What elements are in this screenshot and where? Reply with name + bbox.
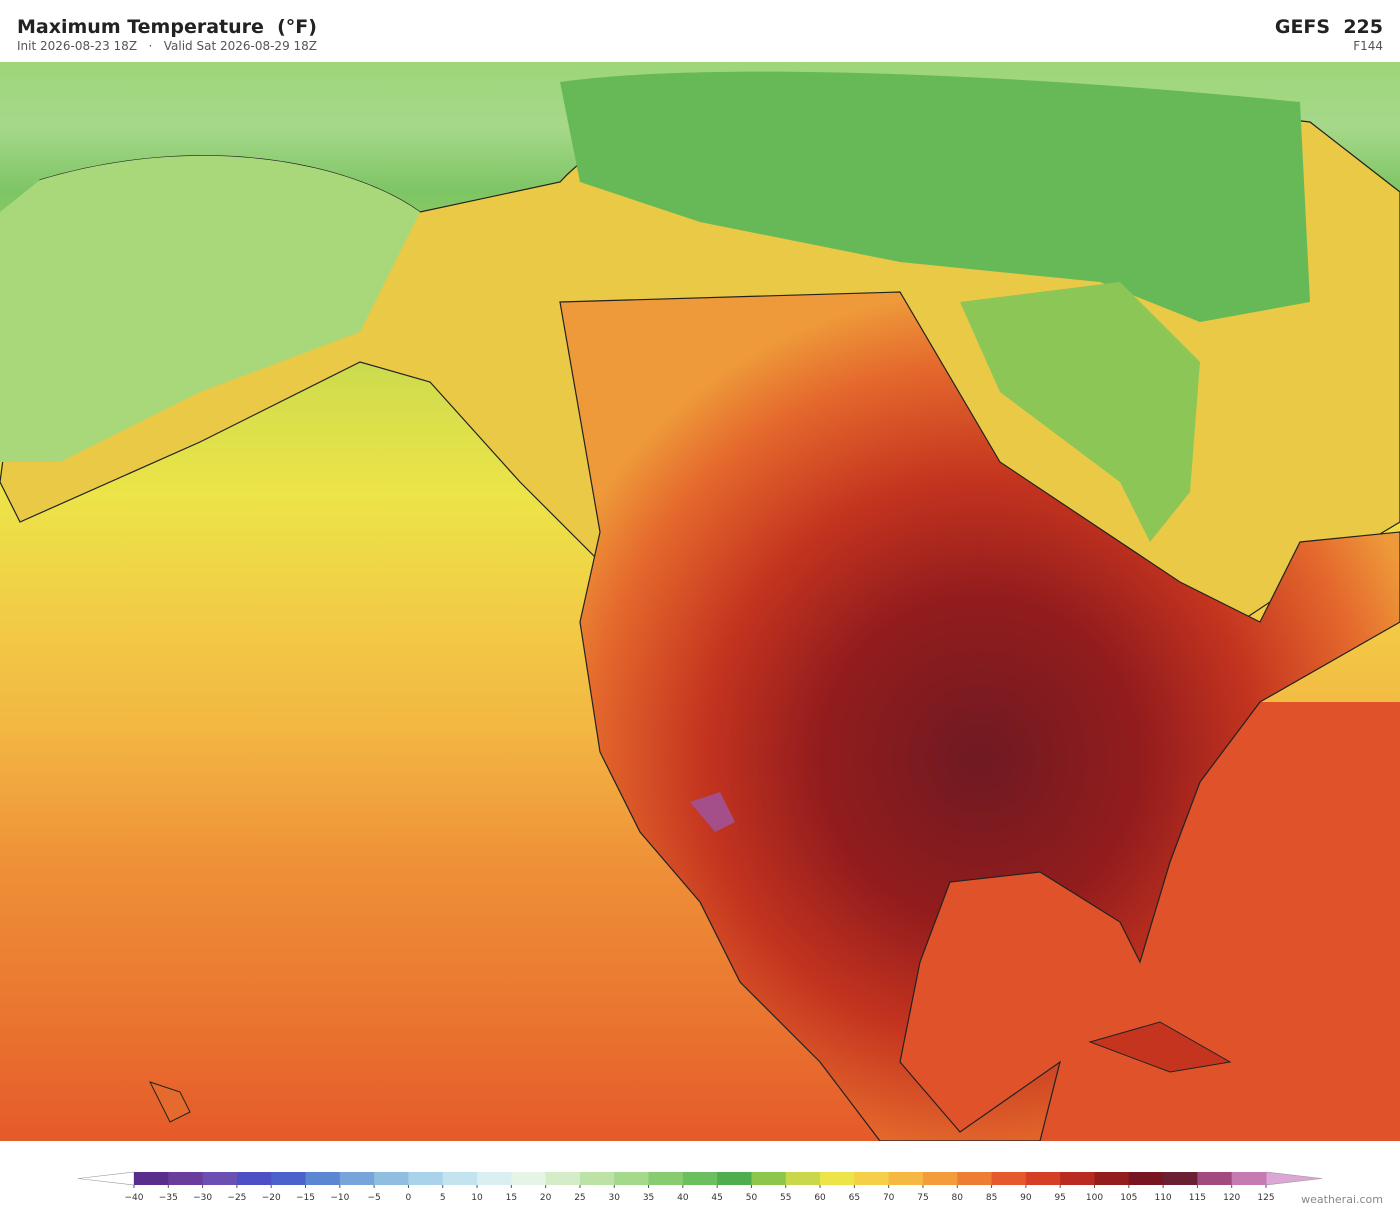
colorbar-bin	[339, 1172, 375, 1185]
colorbar-tick-label: 125	[1257, 1193, 1274, 1203]
colorbar-tick-label: 75	[917, 1193, 928, 1203]
colorbar-bin	[785, 1172, 821, 1185]
colorbar-bin	[579, 1172, 615, 1185]
title: Maximum Temperature (°F)	[17, 16, 317, 38]
colorbar-tick-label: 65	[849, 1193, 860, 1203]
colorbar-bin	[888, 1172, 924, 1185]
conterminous-us-mexico	[559, 291, 1400, 1141]
colorbar-bin	[408, 1172, 444, 1185]
colorbar-tick-label: 40	[677, 1193, 689, 1203]
alaska-north	[0, 155, 420, 462]
hawaii	[149, 1081, 191, 1123]
colorbar-bin	[682, 1172, 718, 1185]
colorbar-bin	[1128, 1172, 1164, 1185]
colorbar-tick-label: 70	[883, 1193, 895, 1203]
colorbar-tick-label: 85	[986, 1193, 997, 1203]
colorbar-tick-label: 60	[814, 1193, 826, 1203]
colorbar-over	[1265, 1171, 1323, 1186]
colorbar-bin	[271, 1172, 307, 1185]
colorbar-tick-label: −35	[159, 1193, 178, 1203]
colorbar-tick-label: 30	[609, 1193, 621, 1203]
colorbar-bin	[1025, 1172, 1061, 1185]
colorbar-bin	[305, 1172, 341, 1185]
colorbar-tick-label: 50	[746, 1193, 758, 1203]
colorbar-tick-label: 110	[1154, 1193, 1171, 1203]
cuba	[1088, 1021, 1232, 1073]
colorbar-bin	[614, 1172, 650, 1185]
map	[0, 62, 1400, 1141]
colorbar-tick-label: 120	[1223, 1193, 1240, 1203]
colorbar-tick-label: −15	[296, 1193, 315, 1203]
colorbar-tick-label: −25	[227, 1193, 246, 1203]
colorbar-tick-label: 95	[1054, 1193, 1065, 1203]
colorbar-bin	[648, 1172, 684, 1185]
colorbar-bin	[511, 1172, 547, 1185]
colorbar-bin	[374, 1172, 409, 1185]
colorbar-bin	[134, 1172, 169, 1185]
colorbar-tick-label: 55	[780, 1193, 791, 1203]
colorbar-bin	[1197, 1172, 1233, 1185]
colorbar-tick-label: −20	[262, 1193, 281, 1203]
colorbar-tick-label: 45	[711, 1193, 722, 1203]
colorbar-tick-label: 25	[574, 1193, 585, 1203]
colorbar-bin	[957, 1172, 993, 1185]
colorbar-bin	[1231, 1172, 1267, 1185]
colorbar-under	[77, 1171, 135, 1186]
colorbar-bin	[442, 1172, 478, 1185]
colorbar-bin	[751, 1172, 787, 1185]
colorbar-bin	[1094, 1172, 1130, 1185]
colorbar-bin	[1163, 1172, 1198, 1185]
colorbar-tick-label: 35	[643, 1193, 654, 1203]
colorbar-bin	[168, 1172, 204, 1185]
colorbar-tick-label: 10	[471, 1193, 483, 1203]
colorbar-bin	[545, 1172, 581, 1185]
colorbar-bin	[717, 1172, 752, 1185]
colorbar-bin	[854, 1172, 890, 1185]
colorbar-tick-label: 100	[1086, 1193, 1103, 1203]
colorbar-tick-label: 105	[1120, 1193, 1137, 1203]
colorbar-bin	[820, 1172, 855, 1185]
colorbar-bin	[477, 1172, 512, 1185]
credit: weatherai.com	[1301, 1193, 1383, 1206]
colorbar-tick-label: 0	[406, 1193, 412, 1203]
hudson-bay	[960, 282, 1200, 542]
model-name: GEFS 225	[1274, 16, 1383, 38]
colorbar-tick-label: −30	[193, 1193, 212, 1203]
colorbar-tick-label: 115	[1189, 1193, 1206, 1203]
colorbar-tick-label: 80	[952, 1193, 964, 1203]
colorbar-tick-label: −40	[125, 1193, 144, 1203]
colorbar-tick-label: −5	[367, 1193, 380, 1203]
arctic	[560, 71, 1310, 322]
colorbar-bin	[991, 1172, 1027, 1185]
colorbar-bin	[236, 1172, 272, 1185]
colorbar-bin	[202, 1172, 238, 1185]
forecast-hour: F144	[1353, 39, 1383, 53]
colorbar-tick-label: 20	[540, 1193, 552, 1203]
colorbar-tick-label: 90	[1020, 1193, 1032, 1203]
colorbar-tick-label: 15	[506, 1193, 517, 1203]
colorbar-bin	[922, 1172, 958, 1185]
colorbar-bin	[1060, 1172, 1095, 1185]
subtitle: Init 2026-08-23 18Z · Valid Sat 2026-08-…	[17, 39, 318, 53]
colorbar-tick-label: 5	[440, 1193, 446, 1203]
colorbar: −40 −35 −30 −25 −20 −15 −10 −5 0 5 10 15 20 25 30 35 40 4…	[77, 1171, 1323, 1203]
colorbar-tick-label: −10	[330, 1193, 349, 1203]
hot-spot	[690, 792, 735, 832]
